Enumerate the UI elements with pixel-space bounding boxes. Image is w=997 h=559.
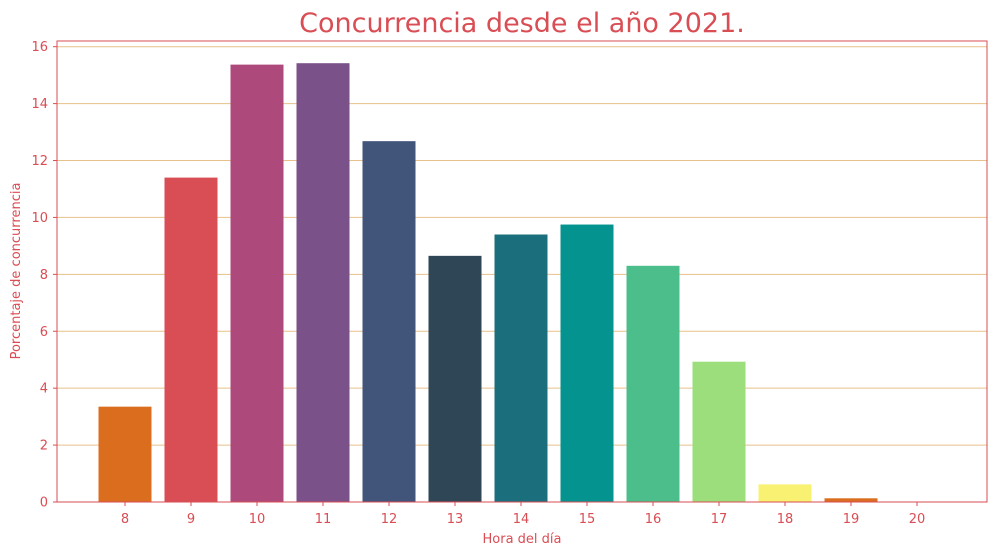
bar-11: [296, 63, 350, 503]
x-tick-label: 18: [777, 512, 794, 527]
x-axis-label: Hora del día: [483, 532, 562, 547]
y-tick-label: 4: [40, 382, 48, 397]
bar-9: [164, 177, 218, 502]
y-axis-label: Porcentaje de concurrencia: [9, 183, 24, 360]
chart-title: Concurrencia desde el año 2021.: [299, 8, 745, 39]
x-tick-label: 13: [447, 512, 464, 527]
x-tick-label: 19: [843, 512, 860, 527]
bar-17: [692, 361, 746, 502]
x-tick-label: 12: [381, 512, 398, 527]
axes: 0 2 4 6 8 10 12 14 16 8 9 10 11 12 13 14 15 16 17 18 19 20: [31, 40, 988, 527]
bar-10: [230, 64, 284, 502]
x-tick-label: 14: [513, 512, 530, 527]
y-tick-label: 14: [31, 97, 48, 112]
bar-14: [494, 234, 548, 503]
bar-8: [98, 406, 152, 502]
x-tick-label: 10: [249, 512, 266, 527]
y-tick-label: 0: [40, 496, 48, 511]
bar-16: [626, 265, 680, 502]
bars: [98, 63, 878, 503]
y-tick-label: 8: [40, 268, 48, 283]
y-tick-label: 10: [31, 211, 48, 226]
bar-15: [560, 224, 614, 502]
bar-12: [362, 141, 416, 502]
x-tick-label: 11: [315, 512, 332, 527]
bar-19: [824, 498, 878, 502]
x-tick-label: 16: [645, 512, 662, 527]
x-tick-label: 17: [711, 512, 728, 527]
y-tick-label: 12: [31, 154, 48, 169]
plot-frame: [56, 40, 988, 503]
x-tick-label: 9: [187, 512, 195, 527]
y-tick-label: 2: [40, 439, 48, 454]
x-tick-label: 8: [121, 512, 129, 527]
y-tick-label: 16: [31, 40, 48, 55]
y-tick-label: 6: [40, 325, 48, 340]
x-tick-label: 20: [909, 512, 926, 527]
bar-13: [428, 255, 482, 502]
x-tick-label: 15: [579, 512, 596, 527]
bar-18: [758, 484, 812, 502]
